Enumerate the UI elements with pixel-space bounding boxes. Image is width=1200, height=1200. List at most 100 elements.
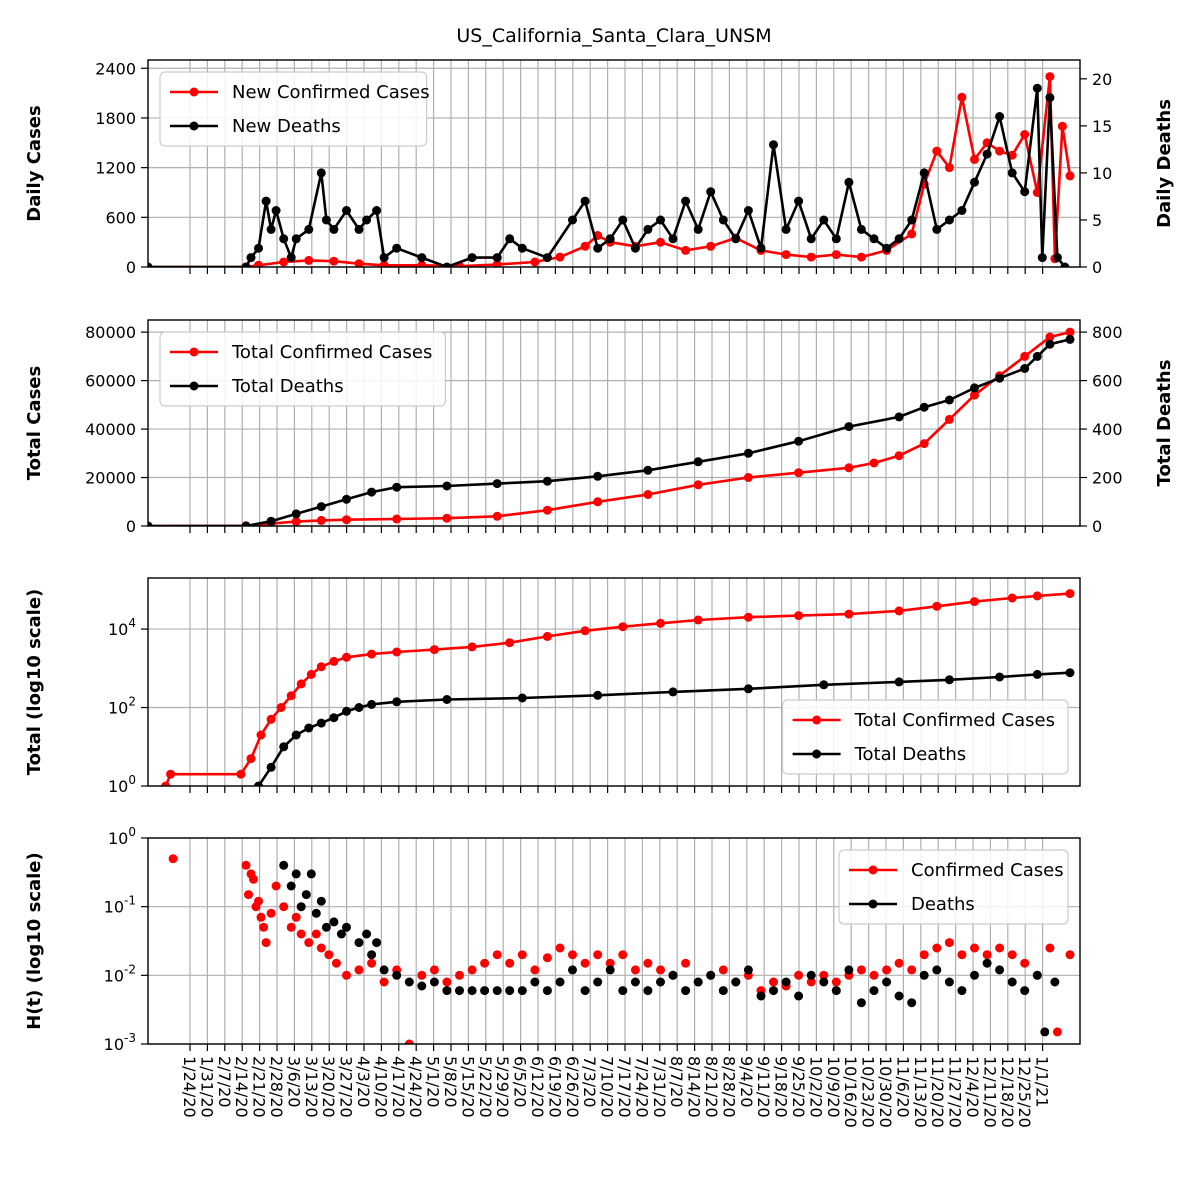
data-point (957, 950, 967, 960)
data-point (291, 730, 301, 740)
data-point (1020, 187, 1030, 197)
data-point (261, 196, 271, 206)
data-point (505, 234, 515, 244)
data-point (593, 690, 603, 700)
data-point (819, 970, 829, 980)
data-point (630, 243, 640, 253)
x-tick-label: 11/13/20 (911, 1056, 930, 1128)
y-tick-label: 1200 (95, 159, 136, 178)
data-point (656, 215, 665, 225)
y-axis-label: Daily Cases (24, 105, 45, 221)
x-tick-label: 11/6/20 (893, 1056, 912, 1118)
data-point (618, 215, 628, 225)
data-point (1057, 121, 1067, 131)
data-point (542, 505, 552, 515)
data-point (656, 965, 665, 975)
data-point (1032, 970, 1042, 980)
data-point (882, 977, 892, 987)
data-point (492, 986, 502, 996)
data-point (354, 259, 364, 267)
x-tick-label: 11/27/20 (946, 1056, 965, 1128)
data-point (919, 439, 929, 449)
y-tick-label: 10-3 (104, 1031, 136, 1054)
x-tick-label: 8/14/20 (685, 1056, 704, 1118)
data-point (442, 977, 452, 987)
data-point (392, 970, 402, 980)
data-point (530, 257, 540, 267)
x-tick-label: 2/28/20 (267, 1056, 286, 1118)
data-point (304, 255, 314, 265)
data-point (530, 965, 540, 975)
data-point (831, 986, 841, 996)
data-point (316, 662, 326, 672)
x-tick-label: 8/7/20 (667, 1056, 686, 1108)
data-point (706, 970, 716, 980)
data-point (1020, 364, 1030, 373)
legend-label: Total Deaths (854, 744, 967, 765)
data-point (944, 215, 954, 225)
data-point (1032, 83, 1042, 93)
data-point (336, 929, 346, 939)
data-point (1040, 1027, 1050, 1037)
data-point (311, 908, 321, 918)
y-tick-label: 400 (1092, 420, 1123, 439)
y-tick-label: 1800 (95, 109, 136, 128)
data-point (944, 675, 954, 685)
data-point (907, 998, 917, 1008)
data-point (1045, 332, 1055, 342)
data-point (372, 206, 382, 215)
data-point (781, 224, 791, 234)
data-point (1052, 1027, 1062, 1037)
data-point (321, 215, 331, 225)
data-point (1020, 130, 1030, 139)
data-point (505, 958, 515, 968)
legend-swatch-marker (189, 381, 199, 391)
data-point (367, 950, 377, 960)
data-point (392, 514, 402, 524)
x-tick-label: 2/21/20 (250, 1056, 269, 1118)
data-point (907, 229, 917, 239)
data-point (970, 597, 979, 607)
data-point (794, 611, 804, 621)
data-point (342, 515, 351, 525)
data-point (693, 977, 703, 987)
data-point (304, 938, 314, 948)
data-point (316, 502, 326, 512)
data-point (769, 977, 778, 987)
legend-label: Confirmed Cases (911, 860, 1064, 881)
x-tick-label: 12/18/20 (998, 1056, 1017, 1128)
data-point (580, 241, 590, 251)
data-point (362, 929, 372, 939)
data-point (593, 950, 603, 960)
data-point (743, 684, 753, 694)
data-point (442, 262, 452, 267)
data-point (367, 699, 377, 709)
data-point (555, 943, 565, 953)
data-point (367, 649, 377, 659)
axes-frame (147, 577, 1081, 787)
data-point (367, 958, 377, 968)
x-tick-label: 7/10/20 (598, 1056, 617, 1118)
data-point (316, 168, 326, 178)
data-point (304, 224, 314, 234)
y-tick-label: 0 (1092, 258, 1102, 277)
data-point (367, 487, 377, 497)
x-tick-label: 4/24/20 (406, 1056, 425, 1118)
y-tick-label: 800 (1092, 323, 1123, 342)
data-point (668, 970, 678, 980)
panel-2: 0 20000 40000 60000 80000 0 200 400 600 800 Total … (24, 319, 1175, 536)
data-point (568, 950, 577, 960)
y-tick-label: 104 (108, 616, 136, 639)
data-point (844, 422, 854, 432)
data-point (241, 860, 251, 870)
y-tick-label: 0 (1092, 517, 1102, 536)
x-tick-label: 10/16/20 (841, 1056, 860, 1128)
data-point (429, 977, 439, 987)
data-point (806, 252, 816, 262)
data-point (1058, 1060, 1067, 1069)
x-tick-label: 8/28/20 (719, 1056, 738, 1118)
legend-swatch-marker (812, 715, 822, 725)
data-point (467, 253, 477, 263)
data-point (693, 224, 703, 234)
data-point (354, 938, 364, 948)
